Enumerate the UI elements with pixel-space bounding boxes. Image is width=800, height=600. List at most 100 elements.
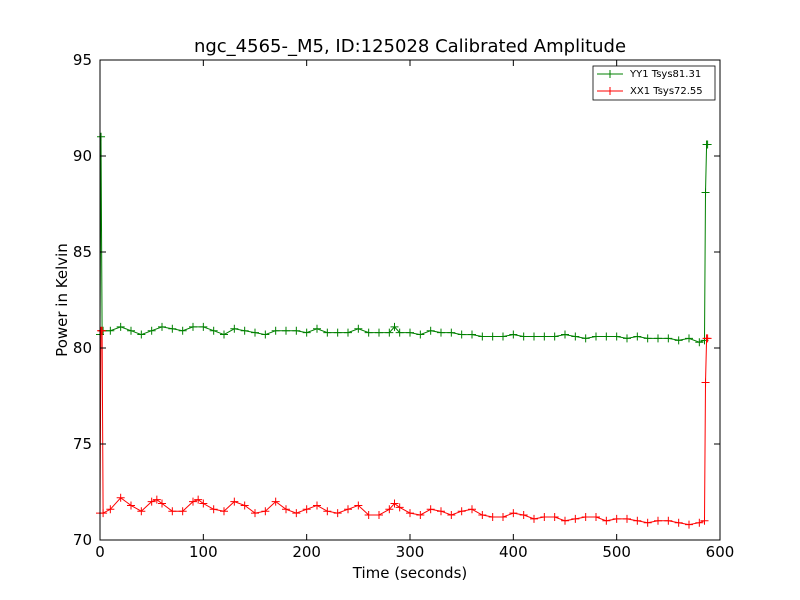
data-point — [654, 334, 662, 343]
data-point — [530, 332, 538, 341]
data-point — [168, 507, 177, 516]
data-point — [700, 516, 709, 525]
data-point — [199, 322, 208, 331]
data-point — [416, 511, 425, 520]
data-point — [333, 509, 342, 518]
data-point — [695, 338, 704, 347]
data-point — [240, 501, 249, 510]
data-point — [468, 505, 476, 514]
data-point — [623, 514, 631, 523]
data-point — [333, 328, 342, 337]
data-point — [240, 326, 249, 335]
data-point — [189, 322, 197, 331]
data-point — [406, 509, 414, 518]
data-point — [116, 493, 125, 502]
x-tick-label: 500 — [602, 543, 631, 561]
data-point — [701, 188, 710, 197]
data-point — [220, 330, 228, 339]
data-point — [664, 516, 673, 525]
data-point — [561, 330, 569, 339]
data-point — [602, 332, 611, 341]
data-point — [385, 328, 394, 337]
data-point — [137, 507, 146, 516]
data-point — [685, 334, 693, 343]
data-point — [633, 516, 642, 525]
data-point — [209, 326, 218, 335]
axis-ticks: 0 100 200 300 400 500 600 70 75 80 85 90 95 — [73, 51, 734, 561]
data-point — [271, 497, 280, 506]
data-point — [509, 509, 518, 518]
data-point — [550, 512, 559, 521]
data-point — [519, 332, 528, 341]
data-point — [106, 505, 115, 514]
data-point — [323, 328, 332, 337]
data-point — [447, 328, 456, 337]
data-point — [643, 334, 652, 343]
data-point — [390, 322, 399, 331]
data-point — [97, 132, 106, 141]
y-tick-label: 80 — [73, 339, 92, 357]
data-point — [199, 499, 208, 508]
x-tick-label: 300 — [396, 543, 425, 561]
data-point — [364, 328, 373, 337]
data-point — [344, 328, 352, 337]
data-point — [302, 328, 311, 337]
data-point — [152, 495, 161, 504]
data-point — [612, 514, 621, 523]
data-point — [323, 507, 332, 516]
data-point — [106, 326, 115, 335]
data-point — [478, 511, 487, 520]
data-point — [633, 332, 642, 341]
data-point — [703, 140, 712, 149]
data-point — [189, 497, 197, 506]
data-point — [344, 505, 352, 514]
x-tick-label: 400 — [499, 543, 528, 561]
x-tick-label: 100 — [189, 543, 218, 561]
data-point — [685, 520, 693, 529]
data-point — [395, 503, 404, 512]
data-point — [313, 324, 321, 333]
data-point — [364, 511, 373, 520]
data-point — [127, 326, 135, 335]
data-point — [488, 332, 497, 341]
data-point — [209, 505, 218, 514]
data-point — [426, 326, 435, 335]
data-point — [395, 328, 404, 337]
data-point — [581, 334, 590, 343]
series-markers-yy1 — [96, 132, 712, 347]
legend-label-xx1: XX1 Tsys72.55 — [630, 86, 703, 97]
data-point — [375, 511, 383, 520]
series-yy1 — [96, 132, 712, 347]
legend: YY1 Tsys81.31 XX1 Tsys72.55 — [592, 65, 716, 101]
data-point — [354, 324, 363, 333]
data-point — [261, 507, 270, 516]
x-tick-label: 0 — [95, 543, 105, 561]
legend-box — [592, 65, 716, 101]
data-point — [116, 322, 125, 331]
series-group — [96, 132, 712, 529]
data-point — [292, 326, 301, 335]
y-tick-label: 90 — [73, 147, 92, 165]
data-point — [147, 497, 156, 506]
data-point — [701, 378, 710, 387]
data-point — [623, 334, 631, 343]
data-point — [592, 332, 600, 341]
data-point — [271, 326, 280, 335]
y-tick-label: 85 — [73, 243, 92, 261]
data-point — [664, 334, 673, 343]
data-point — [478, 332, 487, 341]
data-point — [540, 512, 549, 521]
data-point — [385, 505, 394, 514]
data-point — [375, 328, 383, 337]
data-point — [457, 330, 466, 339]
data-point — [137, 330, 146, 339]
data-point — [509, 330, 518, 339]
data-point — [581, 512, 590, 521]
data-point — [571, 332, 580, 341]
data-point — [313, 501, 321, 510]
data-point — [178, 326, 187, 335]
data-point — [654, 516, 662, 525]
y-tick-label: 95 — [73, 51, 92, 69]
data-point — [426, 505, 435, 514]
y-tick-label: 75 — [73, 435, 92, 453]
